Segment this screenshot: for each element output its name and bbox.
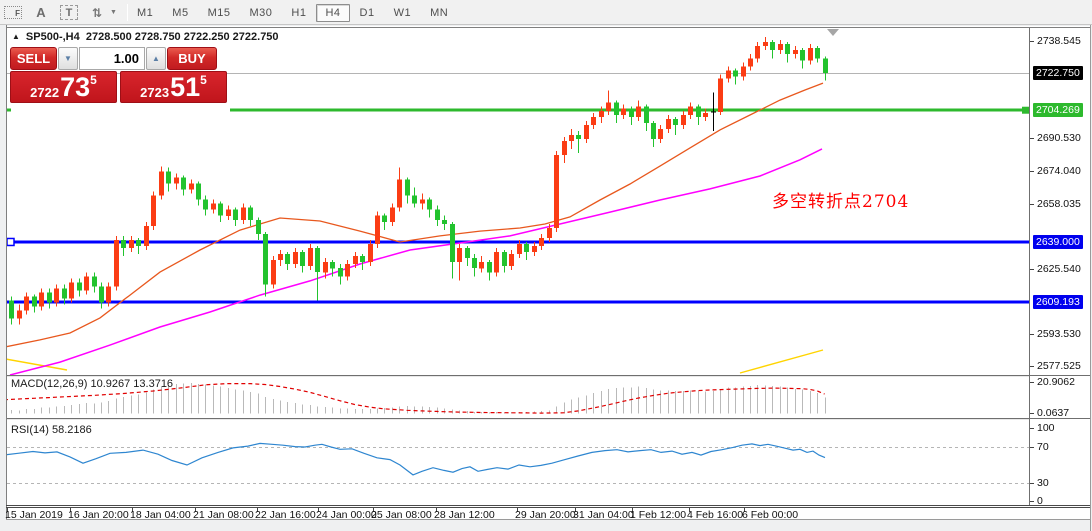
collapse-panel-icon[interactable]: ▲	[12, 32, 20, 41]
timeframe-button-M1[interactable]: M1	[137, 6, 154, 19]
grid-f-icon[interactable]: F	[4, 6, 22, 19]
buy-price-fraction: 5	[200, 73, 207, 87]
timeframe-button-H4[interactable]: H4	[316, 3, 350, 22]
symbol-ohlc: 2728.500 2728.750 2722.250 2722.750	[85, 31, 279, 43]
time-axis-label: 28 Jan 12:00	[434, 509, 495, 521]
time-axis-label: 29 Jan 20:00	[515, 509, 576, 521]
toolbar: F A T ⇅ ▼ M1 M5 M15 M30 H1 H4 D1 W1 MN	[0, 0, 1092, 25]
sell-button[interactable]: SELL	[10, 47, 57, 70]
symbol-name: SP500-,H4	[25, 31, 80, 43]
indicator-axis-label: 0.0637	[1037, 407, 1070, 419]
price-line-label: 2704.269	[1033, 103, 1083, 118]
volume-decrease-button[interactable]: ▼	[58, 47, 78, 70]
timeframe-button-W1[interactable]: W1	[393, 6, 412, 19]
time-axis-label: 31 Jan 04:00	[573, 509, 634, 521]
price-line-label: 2639.000	[1033, 234, 1083, 249]
buy-button[interactable]: BUY	[167, 47, 217, 70]
indicator-axis-label: 20.9062	[1037, 376, 1075, 388]
price-axis-label: 2690.530	[1037, 131, 1081, 144]
price-axis-label: 2625.540	[1037, 263, 1081, 276]
time-axis-label: 25 Jan 08:00	[371, 509, 432, 521]
symbol-title: ▲ SP500-,H4 2728.500 2728.750 2722.250 27…	[12, 31, 279, 43]
time-axis-label: 6 Feb 00:00	[742, 509, 799, 521]
chevron-down-icon[interactable]: ▼	[110, 9, 117, 16]
toolbar-icons: F A T ⇅ ▼	[4, 2, 128, 23]
timeframe-button-D1[interactable]: D1	[359, 6, 375, 19]
rsi-label: RSI(14) 58.2186	[11, 424, 92, 436]
chart-annotation-text: 多空转折点2704	[772, 192, 910, 212]
text-tool-icon[interactable]: T	[60, 5, 78, 20]
sell-price-fraction: 5	[90, 73, 97, 87]
indicator-axis-label: 0	[1037, 495, 1043, 507]
timeframe-button-M5[interactable]: M5	[172, 6, 189, 19]
timeframe-button-M30[interactable]: M30	[249, 6, 273, 19]
time-axis-label: 24 Jan 00:00	[316, 509, 377, 521]
time-axis-label: 4 Feb 16:00	[687, 509, 744, 521]
buy-price-pips: 51	[170, 72, 201, 102]
time-axis[interactable]: 15 Jan 2019 16 Jan 20:00 18 Jan 04:00 21 Ja…	[0, 506, 1030, 521]
time-axis-label: 22 Jan 16:00	[255, 509, 316, 521]
timeframe-button-M15[interactable]: M15	[207, 6, 231, 19]
indicator-axis-label: 30	[1037, 477, 1049, 489]
time-axis-label: 21 Jan 08:00	[193, 509, 254, 521]
buy-price-whole: 2723	[140, 85, 170, 100]
toolbar-separator	[126, 4, 128, 21]
time-axis-label: 15 Jan 2019	[5, 509, 63, 521]
label-a-icon[interactable]: A	[36, 5, 46, 20]
price-axis-label: 2593.530	[1037, 327, 1081, 340]
volume-input[interactable]	[79, 47, 145, 70]
price-axis[interactable]: 2738.545 2690.530 2674.040 2658.035 2625.540…	[1030, 0, 1092, 520]
timeframe-button-H1[interactable]: H1	[291, 6, 307, 19]
price-line-label: 2609.193	[1033, 295, 1083, 310]
price-axis-label: 2674.040	[1037, 165, 1081, 178]
time-axis-label: 1 Feb 12:00	[630, 509, 687, 521]
price-line-label: 2722.750	[1033, 65, 1083, 80]
time-axis-label: 18 Jan 04:00	[130, 509, 191, 521]
arrows-style-icon[interactable]: ⇅	[91, 5, 103, 20]
timeframe-buttons: M1 M5 M15 M30 H1 H4 D1 W1 MN	[128, 2, 457, 23]
price-axis-label: 2577.525	[1037, 360, 1081, 373]
price-axis-label: 2658.035	[1037, 197, 1081, 210]
sell-price-pips: 73	[60, 72, 91, 102]
buy-quote[interactable]: 2723 51 5	[120, 71, 227, 103]
time-axis-label: 16 Jan 20:00	[68, 509, 129, 521]
indicator-axis-label: 70	[1037, 441, 1049, 453]
volume-increase-button[interactable]: ▲	[146, 47, 166, 70]
timeframe-button-MN[interactable]: MN	[430, 6, 449, 19]
one-click-trade-panel: SELL ▼ ▲ BUY 2722 73 5 2723 51 5	[10, 47, 228, 103]
sell-price-whole: 2722	[30, 85, 60, 100]
indicator-axis-label: 100	[1037, 422, 1055, 434]
price-axis-label: 2738.545	[1037, 35, 1081, 48]
macd-label: MACD(12,26,9) 10.9267 13.3716	[11, 378, 174, 390]
sell-quote[interactable]: 2722 73 5	[10, 71, 117, 103]
